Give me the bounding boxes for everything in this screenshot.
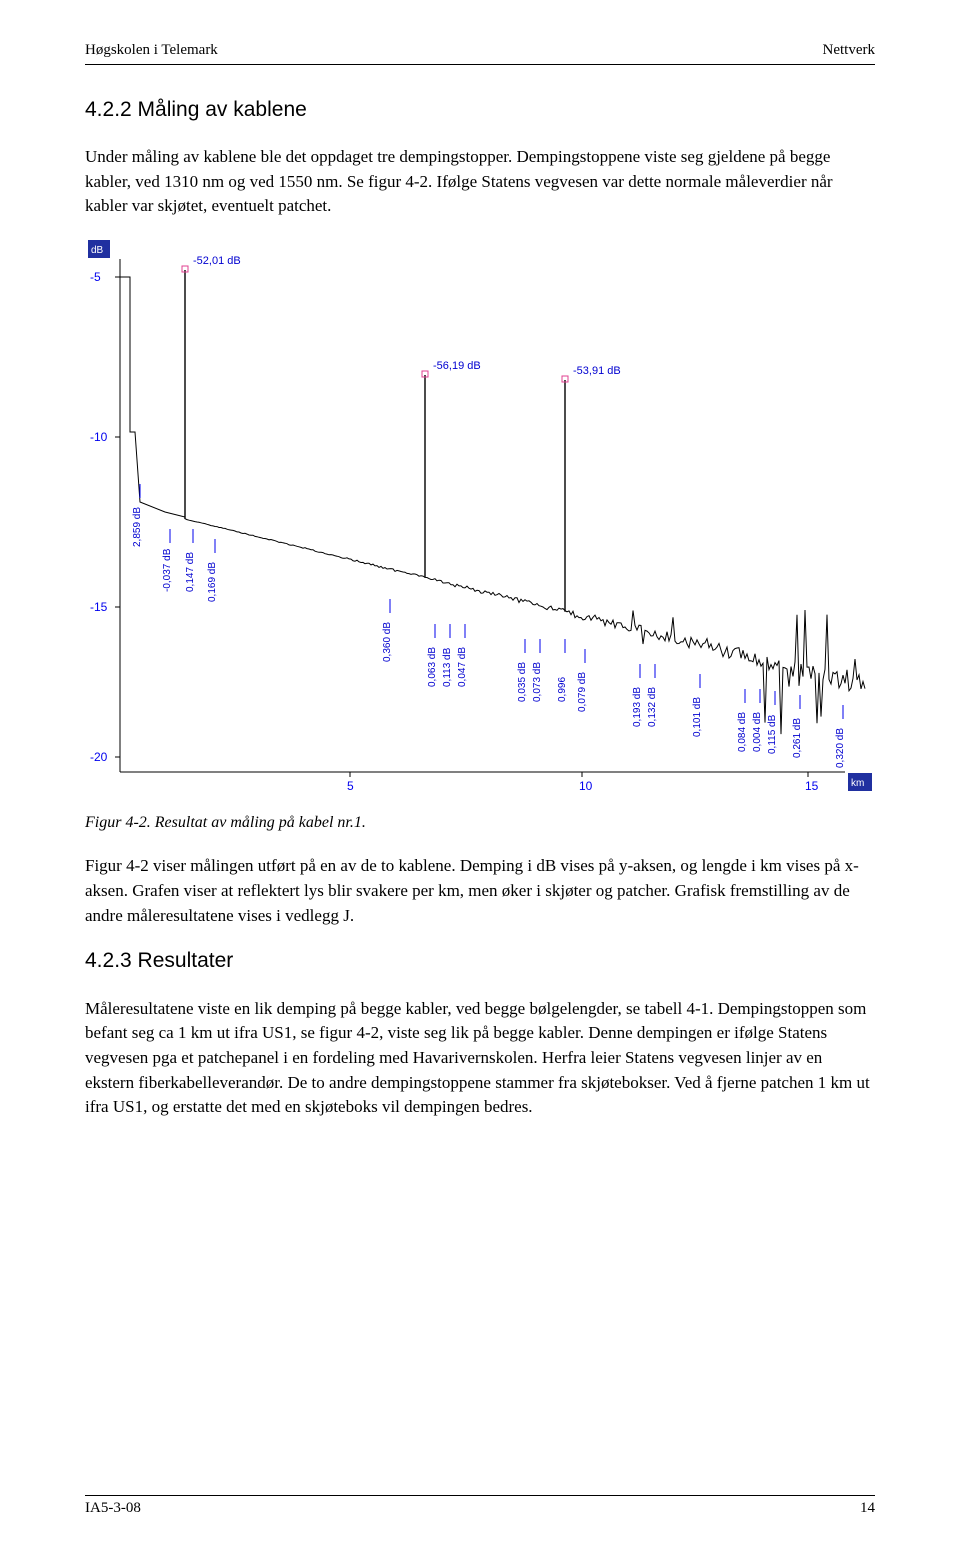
svg-text:0,193 dB: 0,193 dB xyxy=(632,687,643,727)
svg-text:0,147 dB: 0,147 dB xyxy=(185,552,196,592)
otdr-chart: dB km -5 -10 -15 -20 5 10 15 -52,01 dB -56,19 … xyxy=(85,237,875,797)
svg-text:10: 10 xyxy=(579,779,593,793)
svg-text:2,859 dB: 2,859 dB xyxy=(132,507,143,547)
svg-text:0,101 dB: 0,101 dB xyxy=(692,697,703,737)
svg-text:0,063 dB: 0,063 dB xyxy=(427,647,438,687)
svg-text:0,132 dB: 0,132 dB xyxy=(647,687,658,727)
svg-text:-56,19 dB: -56,19 dB xyxy=(433,360,481,372)
svg-text:0,261 dB: 0,261 dB xyxy=(792,718,803,758)
svg-text:-10: -10 xyxy=(90,430,108,444)
svg-text:-52,01 dB: -52,01 dB xyxy=(193,255,241,267)
svg-text:5: 5 xyxy=(347,779,354,793)
svg-text:0,079 dB: 0,079 dB xyxy=(577,672,588,712)
svg-text:0,113 dB: 0,113 dB xyxy=(442,647,453,687)
svg-text:0,004 dB: 0,004 dB xyxy=(752,712,763,752)
svg-text:-20: -20 xyxy=(90,750,108,764)
para-422: Under måling av kablene ble det oppdaget… xyxy=(85,145,875,219)
header-right: Nettverk xyxy=(823,40,875,62)
otdr-chart-svg: dB km -5 -10 -15 -20 5 10 15 -52,01 dB -56,19 … xyxy=(85,237,875,797)
svg-text:-15: -15 xyxy=(90,600,108,614)
svg-text:0,084 dB: 0,084 dB xyxy=(737,712,748,752)
footer-right: 14 xyxy=(860,1498,875,1520)
svg-text:0,320 dB: 0,320 dB xyxy=(835,728,846,768)
section-heading-423: 4.2.3 Resultater xyxy=(85,946,875,976)
footer-rule xyxy=(85,1495,875,1496)
page-footer: IA5-3-08 14 xyxy=(85,1495,875,1520)
svg-text:0,035 dB: 0,035 dB xyxy=(517,662,528,702)
figure-caption: Figur 4-2. Resultat av måling på kabel n… xyxy=(85,811,875,834)
svg-text:0,047 dB: 0,047 dB xyxy=(457,647,468,687)
svg-text:0,115 dB: 0,115 dB xyxy=(767,714,778,754)
para-fig-explain: Figur 4-2 viser målingen utført på en av… xyxy=(85,854,875,928)
svg-text:-0,037 dB: -0,037 dB xyxy=(162,548,173,592)
header-rule xyxy=(85,64,875,65)
para-423: Måleresultatene viste en lik demping på … xyxy=(85,997,875,1120)
svg-text:-5: -5 xyxy=(90,270,101,284)
svg-text:0,360 dB: 0,360 dB xyxy=(382,622,393,662)
svg-text:-53,91 dB: -53,91 dB xyxy=(573,365,621,377)
svg-text:0,996: 0,996 xyxy=(557,677,568,702)
svg-text:km: km xyxy=(851,778,864,789)
page-header: Høgskolen i Telemark Nettverk xyxy=(85,40,875,62)
svg-text:15: 15 xyxy=(805,779,819,793)
footer-left: IA5-3-08 xyxy=(85,1498,141,1520)
svg-text:dB: dB xyxy=(91,245,104,256)
header-left: Høgskolen i Telemark xyxy=(85,40,218,62)
svg-text:0,169 dB: 0,169 dB xyxy=(207,562,218,602)
section-heading-422: 4.2.2 Måling av kablene xyxy=(85,95,875,125)
svg-text:0,073 dB: 0,073 dB xyxy=(532,662,543,702)
